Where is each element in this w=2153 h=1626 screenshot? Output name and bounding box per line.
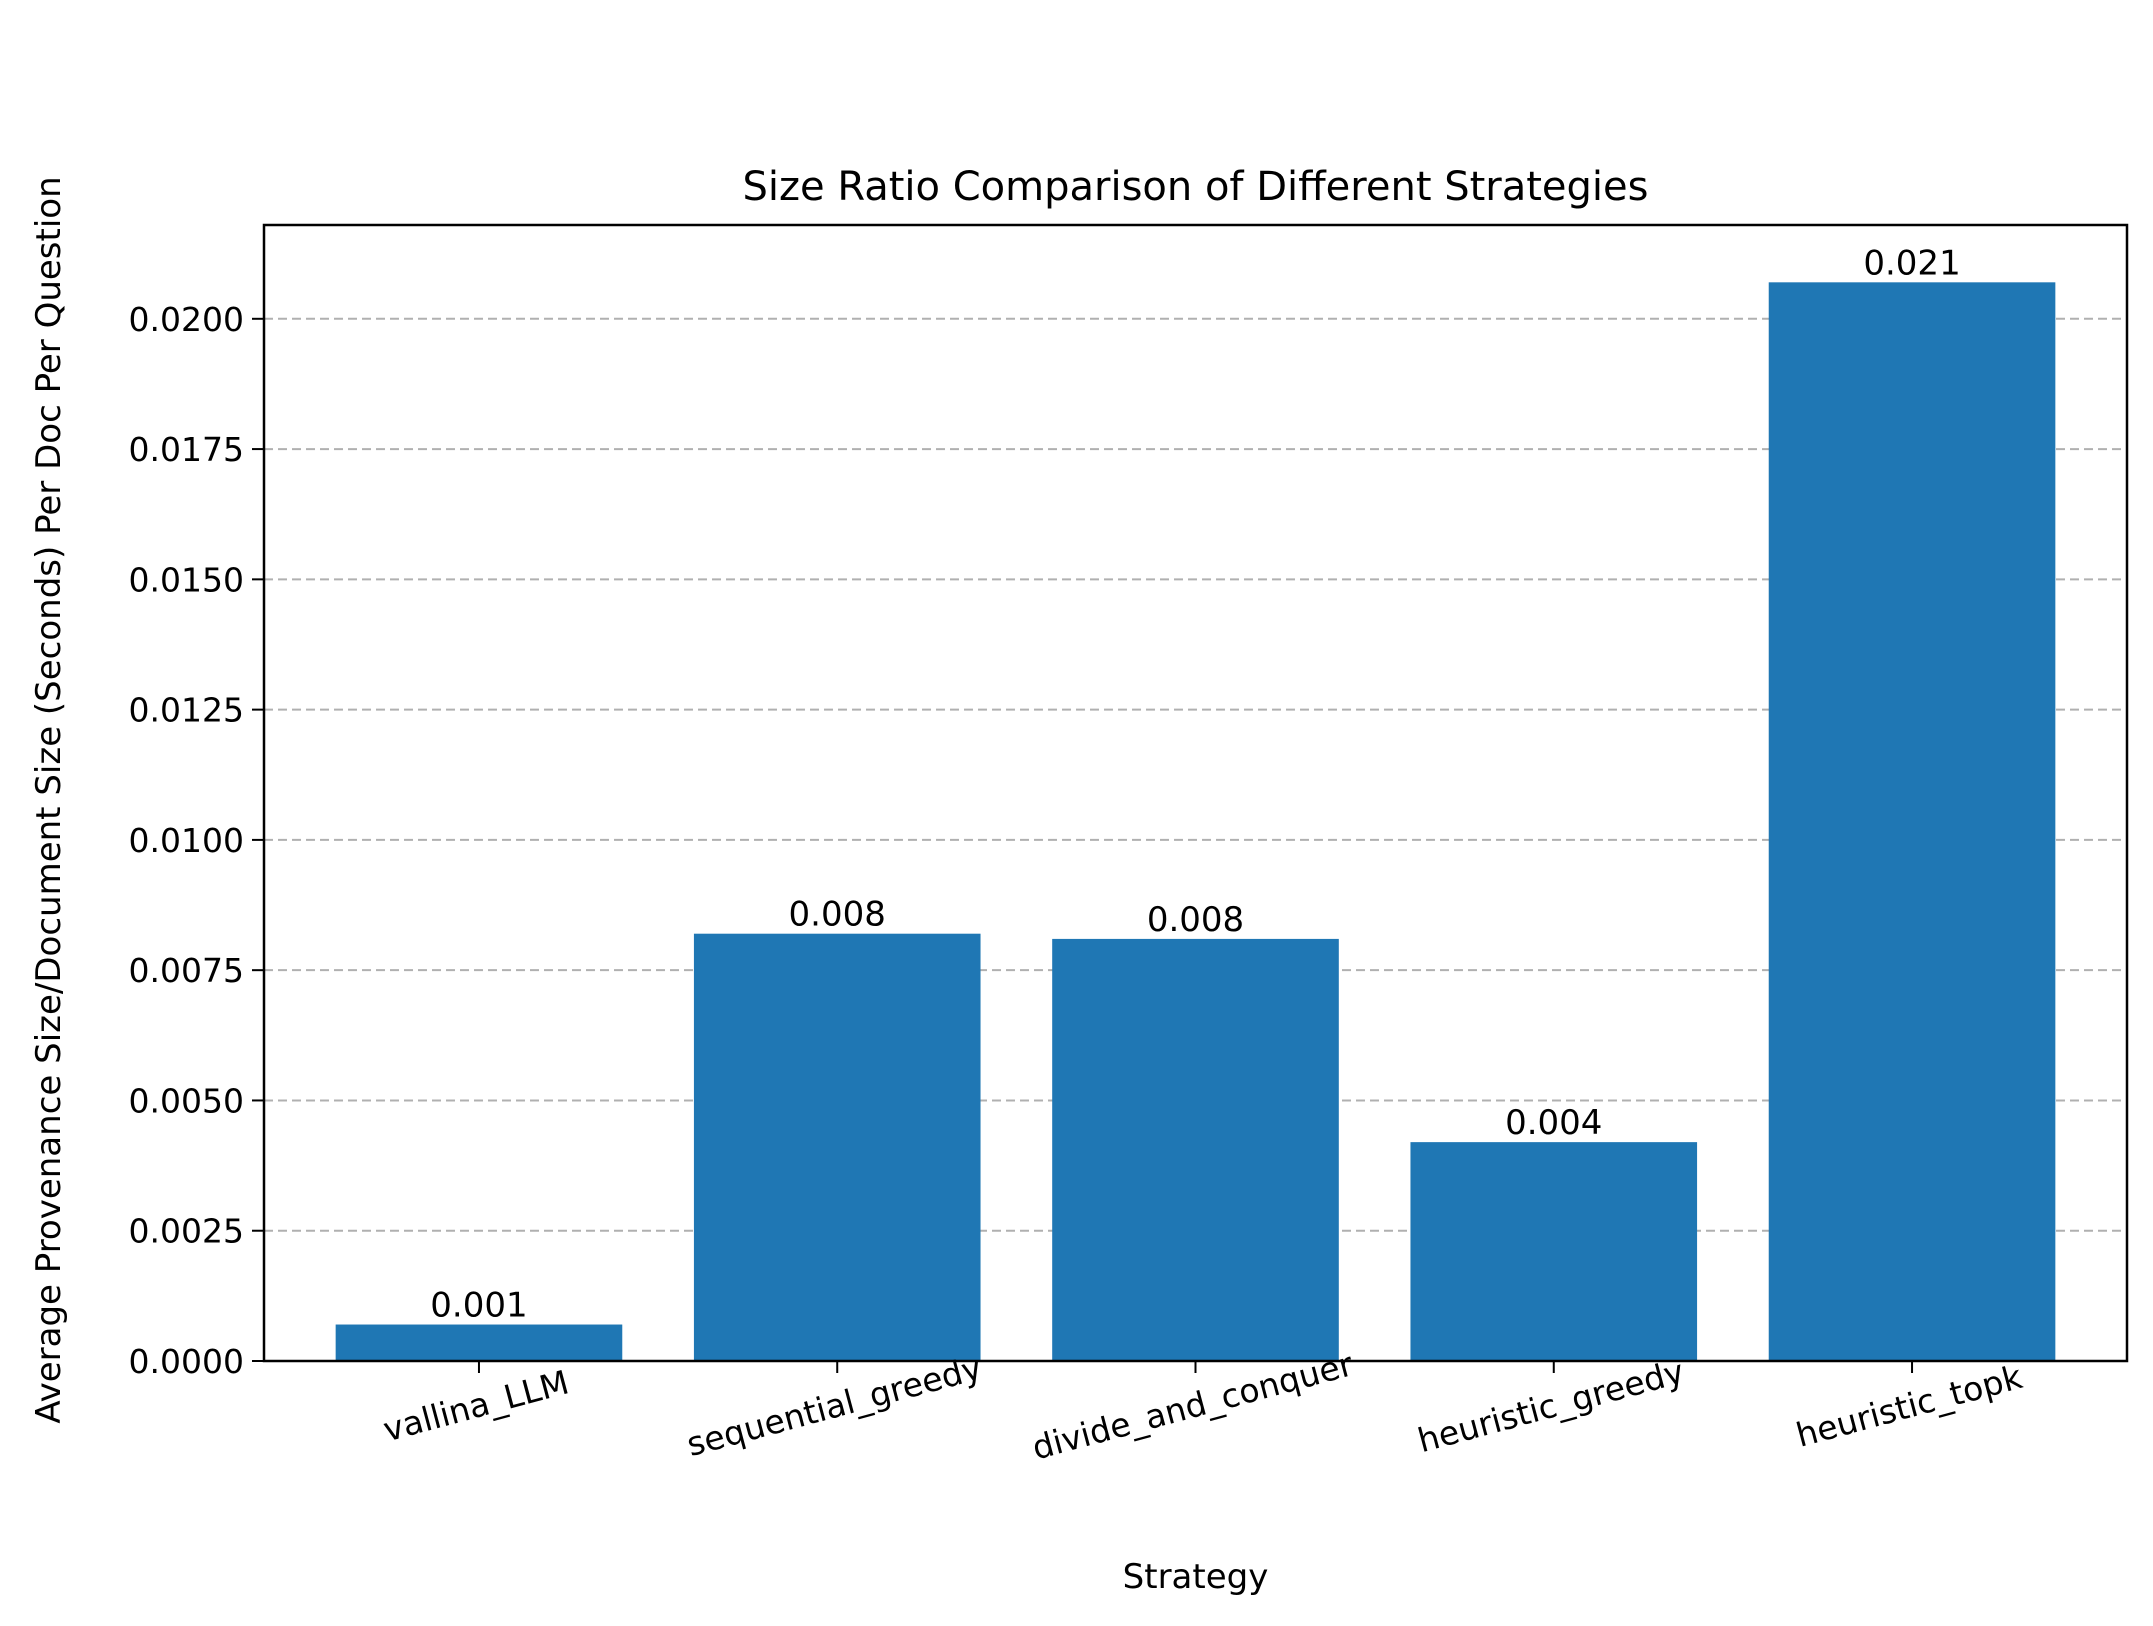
x-tick-label: heuristic_greedy	[1414, 1352, 1688, 1461]
bar-value-label: 0.008	[1147, 900, 1244, 940]
y-tick-label: 0.0100	[129, 821, 244, 860]
bar	[1052, 938, 1339, 1361]
y-tick-label: 0.0125	[129, 691, 244, 730]
bar	[335, 1324, 623, 1361]
bar-value-label: 0.001	[430, 1286, 527, 1326]
y-tick-label: 0.0050	[129, 1081, 244, 1120]
y-tick-label: 0.0200	[129, 300, 244, 339]
y-axis-label: Average Provenance Size/Document Size (S…	[29, 176, 69, 1423]
bar	[693, 933, 981, 1361]
x-axis-label: Strategy	[1123, 1557, 1269, 1597]
x-tick-label: sequential_greedy	[683, 1348, 986, 1464]
bars	[335, 282, 2056, 1362]
y-tick-label: 0.0150	[129, 560, 244, 599]
x-tick-label: vallina_LLM	[379, 1362, 573, 1449]
x-axis-ticks: vallina_LLM sequential_greedy divide_and_c…	[379, 1344, 2027, 1467]
bar-value-label: 0.008	[789, 895, 886, 935]
y-tick-label: 0.0025	[129, 1212, 244, 1251]
y-tick-label: 0.0075	[129, 951, 244, 990]
bar-value-label: 0.004	[1505, 1103, 1602, 1143]
bar-value-labels: 0.001 0.008 0.008 0.004 0.021	[430, 243, 1960, 1325]
y-axis-ticks: 0.0000 0.0025 0.0050 0.0075 0.0100 0.0125 0.01…	[129, 300, 264, 1381]
chart-title: Size Ratio Comparison of Different Strat…	[743, 164, 1649, 210]
y-tick-label: 0.0000	[129, 1342, 244, 1381]
x-tick-label: divide_and_conquer	[1028, 1344, 1357, 1467]
bar-value-label: 0.021	[1863, 243, 1960, 283]
y-tick-label: 0.0175	[129, 430, 244, 469]
bar	[1768, 282, 2056, 1362]
bar	[1410, 1142, 1698, 1361]
x-tick-label: heuristic_topk	[1792, 1357, 2027, 1455]
